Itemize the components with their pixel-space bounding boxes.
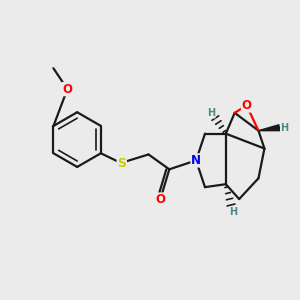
Polygon shape bbox=[259, 125, 280, 131]
Text: H: H bbox=[207, 108, 215, 118]
Text: N: N bbox=[191, 154, 201, 167]
Text: H: H bbox=[229, 207, 237, 218]
Text: O: O bbox=[62, 82, 72, 96]
Text: O: O bbox=[242, 99, 252, 112]
Text: H: H bbox=[280, 123, 289, 133]
Text: S: S bbox=[117, 157, 126, 170]
Text: O: O bbox=[155, 193, 165, 206]
